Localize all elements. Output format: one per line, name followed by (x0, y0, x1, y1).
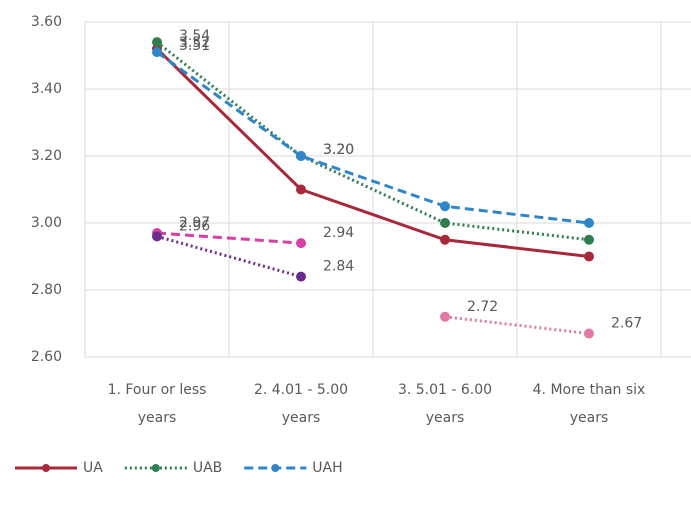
series-point (440, 311, 450, 322)
series-point (296, 184, 306, 195)
data-label: 3.54 (179, 28, 210, 44)
series-point (584, 328, 594, 339)
series-point (584, 234, 594, 245)
series-line (156, 40, 590, 242)
x-tick-label: 3. 5.01 - 6.00 years (397, 382, 493, 426)
series-point (296, 238, 306, 249)
y-tick-label: 2.80 (31, 282, 62, 298)
legend-marker (151, 464, 160, 472)
series-point (296, 271, 306, 282)
series-point (296, 151, 306, 161)
data-label: 3.20 (323, 142, 354, 158)
data-label: 2.94 (323, 225, 354, 241)
series-point (584, 218, 594, 228)
data-label: 2.96 (179, 218, 210, 234)
series-line (156, 231, 302, 245)
series-line (156, 50, 590, 225)
data-label: 2.72 (467, 299, 498, 315)
legend-label: UAB (193, 460, 222, 476)
data-label: 3.52 (179, 35, 210, 51)
series-point (152, 231, 162, 242)
y-tick-label: 3.40 (31, 81, 62, 97)
series-point (440, 218, 450, 228)
y-tick-label: 3.00 (31, 215, 62, 231)
data-label: 3.20 (323, 142, 354, 158)
series-point (152, 37, 162, 48)
series-point (152, 47, 162, 58)
x-tick-label: 4. More than six years (532, 382, 646, 426)
y-tick-label: 3.60 (31, 14, 62, 30)
data-label: 2.97 (179, 215, 210, 231)
series-point (440, 201, 450, 212)
y-tick-label: 2.60 (31, 349, 62, 365)
data-label: 2.67 (611, 316, 642, 332)
x-tick-label: 2. 4.01 - 5.00 years (253, 382, 349, 426)
legend-marker (271, 464, 280, 472)
legend-label: UA (83, 460, 103, 476)
series-line (155, 47, 590, 258)
x-tick-label: 1. Four or less years (107, 382, 207, 426)
legend-label: UAH (312, 460, 342, 476)
data-label: 2.84 (323, 259, 354, 275)
series-line (444, 315, 590, 336)
series-point (440, 234, 450, 245)
y-tick-label: 3.20 (31, 148, 62, 164)
series-point (584, 251, 594, 262)
data-label: 3.51 (179, 38, 210, 54)
legend-marker (42, 464, 50, 472)
